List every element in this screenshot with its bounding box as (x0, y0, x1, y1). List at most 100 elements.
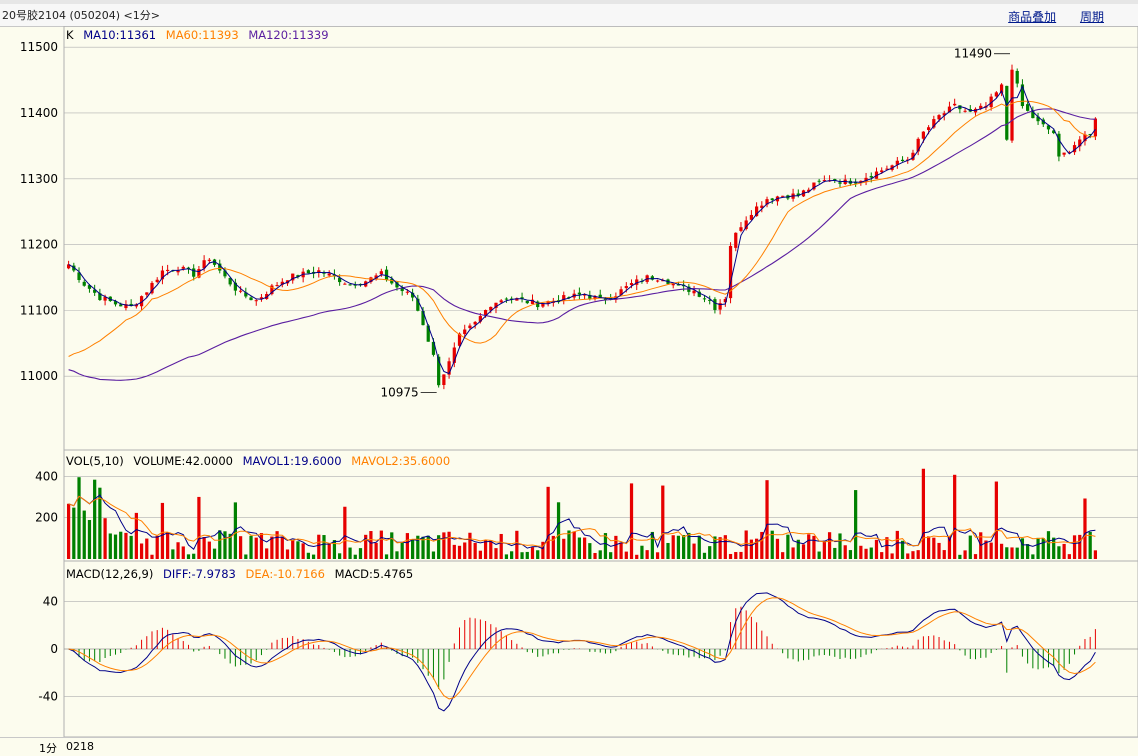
volume-bar (1067, 554, 1071, 559)
kline-legend: K MA10:11361 MA60:11393 MA120:11339 (66, 28, 329, 42)
candle-body (447, 361, 451, 375)
volume-bar (556, 502, 561, 559)
volume-bar (176, 542, 180, 559)
header-links: 商品叠加 周期 (988, 8, 1104, 25)
volume-bar (343, 506, 347, 559)
candle-body (760, 205, 764, 208)
volume-bar (98, 487, 102, 559)
candle-body (192, 268, 196, 277)
candle-body (1036, 116, 1040, 122)
candle-body (999, 84, 1004, 93)
volume-bar (817, 551, 821, 559)
volume-bar (661, 485, 665, 559)
candle-body (374, 275, 378, 279)
candle-body (947, 106, 952, 113)
volume-bar (551, 535, 555, 559)
candle-body (822, 180, 826, 182)
candle-body (197, 269, 201, 278)
volume-bar (885, 537, 889, 559)
volume-bar (728, 553, 733, 559)
candle-body (932, 119, 936, 128)
volume-bar (619, 542, 623, 559)
candle-body (598, 294, 602, 298)
candle-body (166, 269, 170, 271)
bottom-bar: 1分 0218 (0, 737, 1138, 756)
overlay-product-link[interactable]: 商品叠加 (1008, 10, 1057, 24)
candle-body (265, 294, 269, 300)
candle-body (421, 310, 425, 326)
volume-bar (723, 535, 727, 559)
volume-bar (426, 535, 430, 559)
ma10-legend-value: 11361 (120, 28, 157, 42)
volume-bar (911, 551, 915, 559)
candle-body (702, 298, 707, 300)
volume-bar (582, 537, 587, 559)
ma120-legend-value: 11339 (292, 28, 329, 42)
volume-bar (457, 545, 462, 559)
candle-body (603, 298, 608, 300)
volume-bar (687, 532, 691, 559)
volume-bar (202, 537, 206, 559)
volume-bar (494, 548, 498, 559)
volume-bar (963, 550, 967, 559)
candle-body (1083, 134, 1087, 142)
volume-bar (254, 537, 258, 559)
mavol1-legend-value: 19.6000 (294, 454, 342, 468)
candle-body (338, 277, 342, 283)
volume-bar (562, 538, 566, 559)
candle-body (989, 96, 993, 108)
volume-bar (530, 547, 535, 559)
x-axis-start-label: 0218 (66, 740, 94, 753)
volume-bar (629, 483, 634, 559)
dea-legend-name: DEA (246, 567, 270, 581)
candle-body (697, 291, 701, 297)
volume-bar (1088, 531, 1092, 559)
volume-bar (854, 490, 858, 559)
candle-body (119, 304, 123, 307)
volume-bar (197, 496, 201, 559)
volume-bar (859, 545, 863, 559)
period-label[interactable]: 1分 (39, 742, 57, 755)
candle-body (98, 293, 102, 300)
volume-bar (119, 531, 123, 559)
volume-bar (72, 507, 76, 559)
candle-body (87, 285, 92, 289)
candle-body (1052, 130, 1056, 134)
volume-bar (510, 551, 514, 559)
volume-bar (384, 554, 389, 559)
candle-body (1078, 139, 1082, 147)
volume-bar (890, 553, 894, 559)
volume-bar (984, 540, 988, 559)
candle-body (259, 297, 264, 299)
volume-bar (306, 552, 310, 559)
candle-body (254, 300, 258, 302)
candle-body (369, 277, 373, 283)
volume-bar (332, 540, 337, 559)
volume-bar (504, 554, 509, 559)
volume-bar (603, 533, 608, 559)
candle-body (103, 296, 107, 301)
volume-bar (812, 535, 816, 559)
volume-bar (192, 553, 196, 559)
volume-bar (796, 539, 800, 559)
period-link[interactable]: 周期 (1079, 10, 1104, 24)
volume-bar (973, 554, 978, 559)
candle-body (1041, 119, 1045, 125)
ma120-line (68, 108, 1096, 381)
volume-bar (1057, 546, 1061, 559)
volume-bar (139, 543, 144, 559)
volume-bar (1015, 547, 1019, 559)
volume-bar (1010, 547, 1014, 559)
candle-body (223, 270, 227, 277)
volume-bar (275, 531, 279, 559)
candle-body (452, 347, 456, 363)
candle-body (176, 270, 180, 273)
candle-body (410, 292, 415, 298)
volume-bar (932, 537, 936, 559)
volume-bar (1031, 554, 1035, 559)
candle-body (468, 325, 472, 329)
candle-body (1015, 70, 1019, 84)
candle-body (134, 304, 138, 307)
volume-bar (708, 546, 712, 559)
candle-body (218, 263, 222, 271)
